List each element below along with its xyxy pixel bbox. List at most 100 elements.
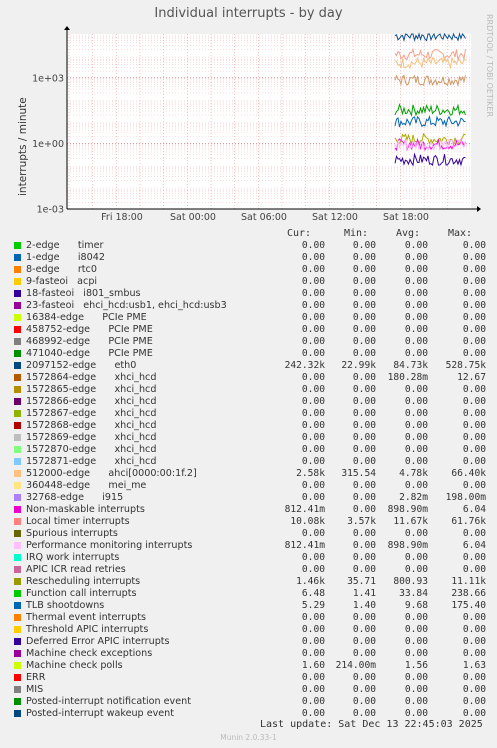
legend-label: 1572866-edge xhci_hcd	[26, 396, 157, 407]
legend-swatch	[14, 422, 21, 429]
legend-value-avg: 0.00	[404, 348, 428, 359]
legend-swatch	[14, 458, 21, 465]
legend-swatch	[14, 506, 21, 513]
rrdtool-credit: RRDTOOL / TOBI OETIKER	[485, 14, 494, 118]
legend-value-cur: 0.00	[301, 408, 325, 419]
legend-value-min: 0.00	[352, 612, 376, 623]
legend-label: 1572867-edge xhci_hcd	[26, 408, 157, 419]
legend-label: 32768-edge i915	[26, 492, 124, 503]
legend-value-avg: 0.00	[404, 648, 428, 659]
legend-value-cur: 0.00	[301, 252, 325, 263]
legend-value-max: 0.00	[462, 444, 486, 455]
legend-value-max: 0.00	[462, 348, 486, 359]
legend-value-cur: 0.00	[301, 444, 325, 455]
legend-value-max: 66.40k	[451, 468, 486, 479]
legend-value-avg: 0.00	[404, 612, 428, 623]
legend-value-max: 0.00	[462, 528, 486, 539]
legend-value-min: 1.40	[352, 600, 376, 611]
legend-label: 18-fasteoi i801_smbus	[26, 288, 141, 299]
legend-value-cur: 0.00	[301, 480, 325, 491]
legend-value-cur: 0.00	[301, 492, 325, 503]
legend-value-min: 0.00	[352, 420, 376, 431]
legend-value-avg: 0.00	[404, 624, 428, 635]
legend-value-min: 1.41	[352, 588, 376, 599]
legend-swatch	[14, 482, 21, 489]
legend-value-avg: 0.00	[404, 564, 428, 575]
legend-value-max: 0.00	[462, 612, 486, 623]
legend-value-avg: 9.68	[404, 600, 428, 611]
legend-swatch	[14, 566, 21, 573]
legend-value-avg: 0.00	[404, 396, 428, 407]
header-cur: Cur:	[287, 228, 312, 239]
legend-value-cur: 2.58k	[296, 468, 325, 479]
legend-label: 1572864-edge xhci_hcd	[26, 372, 157, 383]
legend-swatch	[14, 602, 21, 609]
legend-value-cur: 0.00	[301, 708, 325, 719]
legend-value-max: 12.67	[457, 372, 486, 383]
legend-value-min: 0.00	[352, 492, 376, 503]
legend-swatch	[14, 434, 21, 441]
legend-swatch	[14, 326, 21, 333]
legend-value-avg: 84.73k	[393, 360, 428, 371]
legend-value-cur: 0.00	[301, 288, 325, 299]
legend-swatch	[14, 374, 21, 381]
legend-label: 468992-edge PCIe PME	[26, 336, 153, 347]
series-line	[394, 74, 466, 88]
legend-label: Deferred Error APIC interrupts	[26, 636, 170, 647]
legend-value-min: 0.00	[352, 648, 376, 659]
legend-value-avg: 0.00	[404, 444, 428, 455]
legend-value-avg: 800.93	[393, 576, 428, 587]
legend-value-avg: 0.00	[404, 240, 428, 251]
legend-value-min: 0.00	[352, 372, 376, 383]
legend-value-max: 0.00	[462, 696, 486, 707]
legend-value-min: 35.71	[347, 576, 376, 587]
legend-value-min: 0.00	[352, 540, 376, 551]
legend-value-max: 0.00	[462, 384, 486, 395]
legend-value-min: 0.00	[352, 288, 376, 299]
legend-value-min: 0.00	[352, 396, 376, 407]
legend-value-max: 0.00	[462, 564, 486, 575]
legend-value-cur: 0.00	[301, 696, 325, 707]
legend-swatch	[14, 638, 21, 645]
legend-value-avg: 0.00	[404, 276, 428, 287]
legend-value-max: 0.00	[462, 300, 486, 311]
legend-value-avg: 11.67k	[393, 516, 428, 527]
header-min: Min:	[344, 228, 369, 239]
legend-value-max: 0.00	[462, 624, 486, 635]
legend-swatch	[14, 518, 21, 525]
legend-value-cur: 10.08k	[290, 516, 325, 527]
legend-label: 1572869-edge xhci_hcd	[26, 432, 157, 443]
legend-swatch	[14, 278, 21, 285]
legend-value-cur: 0.00	[301, 372, 325, 383]
legend-label: TLB shootdowns	[26, 600, 105, 611]
legend-value-min: 0.00	[352, 312, 376, 323]
plot-area	[67, 34, 471, 209]
header-avg: Avg:	[396, 228, 421, 239]
series-line	[394, 47, 466, 62]
legend-label: 1572870-edge xhci_hcd	[26, 444, 157, 455]
legend-swatch	[14, 590, 21, 597]
legend-label: Posted-interrupt notification event	[26, 696, 191, 707]
legend-swatch	[14, 362, 21, 369]
y-tick-label: 1e+03	[32, 73, 64, 84]
legend-value-min: 0.00	[352, 636, 376, 647]
legend-value-max: 0.00	[462, 240, 486, 251]
legend-value-min: 0.00	[352, 564, 376, 575]
y-tick-label: 1e+00	[32, 139, 64, 150]
series-line	[394, 114, 466, 128]
legend-value-max: 0.00	[462, 480, 486, 491]
legend-label: Function call interrupts	[26, 588, 137, 599]
legend-value-max: 0.00	[462, 708, 486, 719]
legend-value-cur: 0.00	[301, 648, 325, 659]
legend-value-min: 0.00	[352, 432, 376, 443]
legend-value-min: 0.00	[352, 504, 376, 515]
legend-label: Thermal event interrupts	[26, 612, 146, 623]
legend-label: Machine check exceptions	[26, 648, 153, 659]
legend-value-cur: 812.41m	[284, 504, 325, 515]
legend-value-min: 0.00	[352, 252, 376, 263]
legend-value-cur: 0.00	[301, 636, 325, 647]
legend-swatch	[14, 446, 21, 453]
legend-label: Performance monitoring interrupts	[26, 540, 193, 551]
legend-value-cur: 0.00	[301, 552, 325, 563]
